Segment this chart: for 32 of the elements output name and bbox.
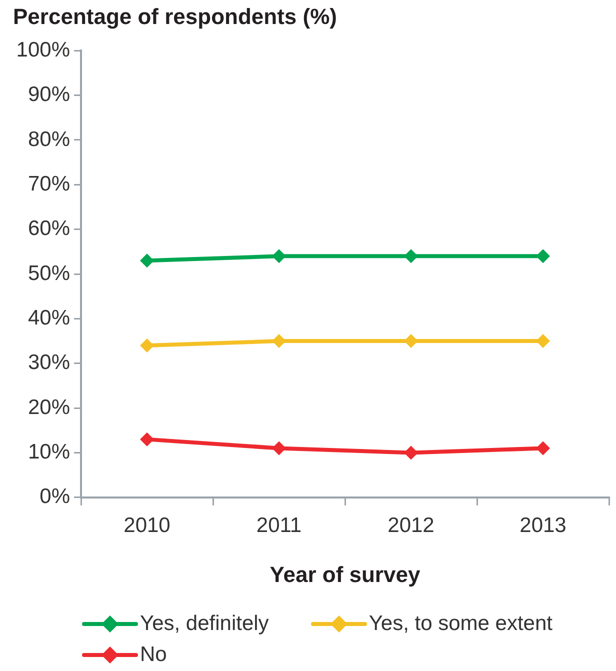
y-axis-title: Percentage of respondents (%) — [13, 4, 337, 30]
point — [404, 249, 418, 264]
y-tick-label: 10% — [28, 440, 70, 464]
y-tick-label: 0% — [40, 485, 70, 508]
y-tick-label: 30% — [28, 351, 70, 374]
x-tick-label: 2012 — [388, 514, 434, 537]
x-axis-title: Year of survey — [270, 562, 421, 587]
y-tick-label: 60% — [28, 217, 70, 240]
y-tick-label: 80% — [28, 128, 70, 151]
y-tick-label: 100% — [16, 38, 70, 62]
point — [272, 249, 286, 264]
point — [140, 254, 154, 268]
y-tick-label: 50% — [28, 262, 70, 285]
point — [140, 432, 154, 446]
x-tick-label: 2010 — [124, 514, 170, 537]
point — [536, 249, 550, 264]
x-tick-label: 2011 — [256, 514, 302, 537]
point — [140, 338, 154, 352]
x-tick-label: 2013 — [520, 514, 566, 537]
y-tick-label: 90% — [28, 83, 70, 106]
point — [536, 441, 550, 456]
point — [272, 441, 286, 456]
y-tick-label: 40% — [28, 306, 70, 330]
point — [404, 446, 418, 460]
legend-label: Yes, definitely — [140, 612, 269, 636]
y-tick-label: 20% — [28, 396, 70, 419]
point — [404, 334, 418, 348]
y-tick-label: 70% — [28, 172, 70, 196]
legend-label: No — [140, 642, 167, 666]
point — [536, 334, 550, 348]
legend-label: Yes, to some extent — [368, 612, 552, 636]
point — [272, 334, 286, 348]
